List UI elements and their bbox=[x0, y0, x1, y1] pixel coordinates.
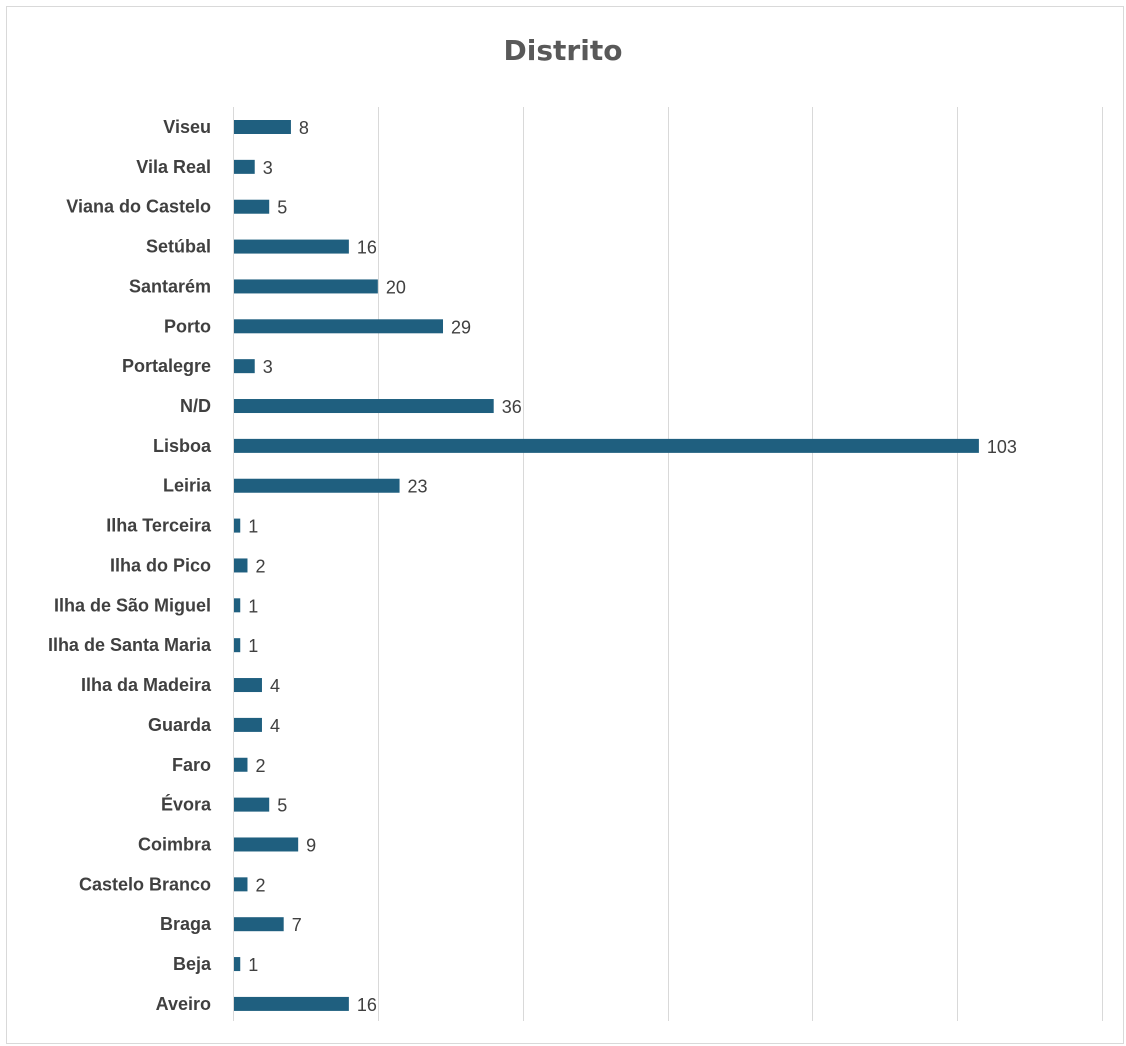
bar-aveiro bbox=[234, 996, 349, 1011]
bar-santarem bbox=[234, 279, 378, 294]
data-label-ilha-terceira: 1 bbox=[248, 517, 258, 537]
category-label-portalegre: Portalegre bbox=[122, 356, 211, 376]
data-label-ilha-da-madeira: 4 bbox=[270, 676, 280, 696]
data-label-setubal: 16 bbox=[357, 238, 377, 258]
labels: Viseu 8 Vila Real 3 Viana do Castelo 5 Setúbal… bbox=[48, 117, 1017, 1015]
category-label-ilha-terceira: Ilha Terceira bbox=[106, 516, 212, 536]
category-label-evora: Évora bbox=[161, 794, 212, 815]
category-label-porto: Porto bbox=[164, 316, 211, 336]
data-label-faro: 2 bbox=[255, 756, 265, 776]
category-label-faro: Faro bbox=[172, 755, 211, 775]
data-label-aveiro: 16 bbox=[357, 995, 377, 1015]
bar-ilha-do-pico bbox=[234, 558, 248, 573]
bar-porto bbox=[234, 319, 444, 334]
bar-leiria bbox=[234, 478, 400, 493]
category-label-n-d: N/D bbox=[180, 396, 211, 416]
bar-coimbra bbox=[234, 837, 299, 852]
category-label-aveiro: Aveiro bbox=[156, 994, 211, 1014]
category-label-viana-do-castelo: Viana do Castelo bbox=[66, 197, 211, 217]
data-label-viseu: 8 bbox=[299, 118, 309, 138]
data-label-evora: 5 bbox=[277, 796, 287, 816]
bar-ilha-terceira bbox=[234, 518, 241, 533]
bar-viana-do-castelo bbox=[234, 199, 270, 214]
data-label-portalegre: 3 bbox=[263, 357, 273, 377]
data-label-ilha-de-santa-maria: 1 bbox=[248, 636, 258, 656]
category-label-ilha-da-madeira: Ilha da Madeira bbox=[81, 675, 212, 695]
category-label-leiria: Leiria bbox=[163, 476, 212, 496]
bar-n-d bbox=[234, 399, 494, 414]
data-label-leiria: 23 bbox=[408, 477, 428, 497]
bars bbox=[234, 120, 979, 1011]
chart-frame bbox=[6, 6, 1124, 1044]
bar-ilha-da-madeira bbox=[234, 678, 262, 693]
data-label-castelo-branco: 2 bbox=[255, 875, 265, 895]
data-label-guarda: 4 bbox=[270, 716, 280, 736]
data-label-beja: 1 bbox=[248, 955, 258, 975]
bar-vila-real bbox=[234, 159, 255, 174]
category-label-coimbra: Coimbra bbox=[138, 834, 212, 854]
bar-braga bbox=[234, 917, 284, 932]
data-label-viana-do-castelo: 5 bbox=[277, 198, 287, 218]
data-label-porto: 29 bbox=[451, 317, 471, 337]
data-label-lisboa: 103 bbox=[987, 437, 1017, 457]
data-label-vila-real: 3 bbox=[263, 158, 273, 178]
category-label-santarem: Santarém bbox=[129, 276, 211, 296]
bar-faro bbox=[234, 757, 248, 772]
data-label-santarem: 20 bbox=[386, 277, 406, 297]
bar-ilha-de-sao-miguel bbox=[234, 598, 241, 613]
data-label-coimbra: 9 bbox=[306, 835, 316, 855]
category-label-braga: Braga bbox=[160, 914, 212, 934]
category-label-guarda: Guarda bbox=[148, 715, 212, 735]
data-label-braga: 7 bbox=[292, 915, 302, 935]
data-label-ilha-de-sao-miguel: 1 bbox=[248, 596, 258, 616]
bar-guarda bbox=[234, 717, 262, 732]
bar-evora bbox=[234, 797, 270, 812]
category-label-lisboa: Lisboa bbox=[153, 436, 212, 456]
category-label-viseu: Viseu bbox=[163, 117, 211, 137]
bar-viseu bbox=[234, 120, 291, 134]
data-label-n-d: 36 bbox=[502, 397, 522, 417]
category-label-ilha-de-santa-maria: Ilha de Santa Maria bbox=[48, 635, 212, 655]
chart-title: Distrito bbox=[503, 34, 623, 67]
bar-beja bbox=[234, 957, 241, 972]
category-label-setubal: Setúbal bbox=[146, 237, 211, 257]
bar-portalegre bbox=[234, 359, 255, 374]
category-label-castelo-branco: Castelo Branco bbox=[79, 874, 211, 894]
bar-setubal bbox=[234, 239, 349, 254]
category-label-beja: Beja bbox=[173, 954, 212, 974]
category-label-ilha-do-pico: Ilha do Pico bbox=[110, 555, 211, 575]
bar-castelo-branco bbox=[234, 877, 248, 892]
data-label-ilha-do-pico: 2 bbox=[255, 556, 265, 576]
bar-ilha-de-santa-maria bbox=[234, 638, 241, 653]
category-label-ilha-de-sao-miguel: Ilha de São Miguel bbox=[54, 595, 211, 615]
gridlines bbox=[233, 107, 1103, 1021]
category-label-vila-real: Vila Real bbox=[136, 157, 211, 177]
bar-lisboa bbox=[234, 438, 979, 453]
